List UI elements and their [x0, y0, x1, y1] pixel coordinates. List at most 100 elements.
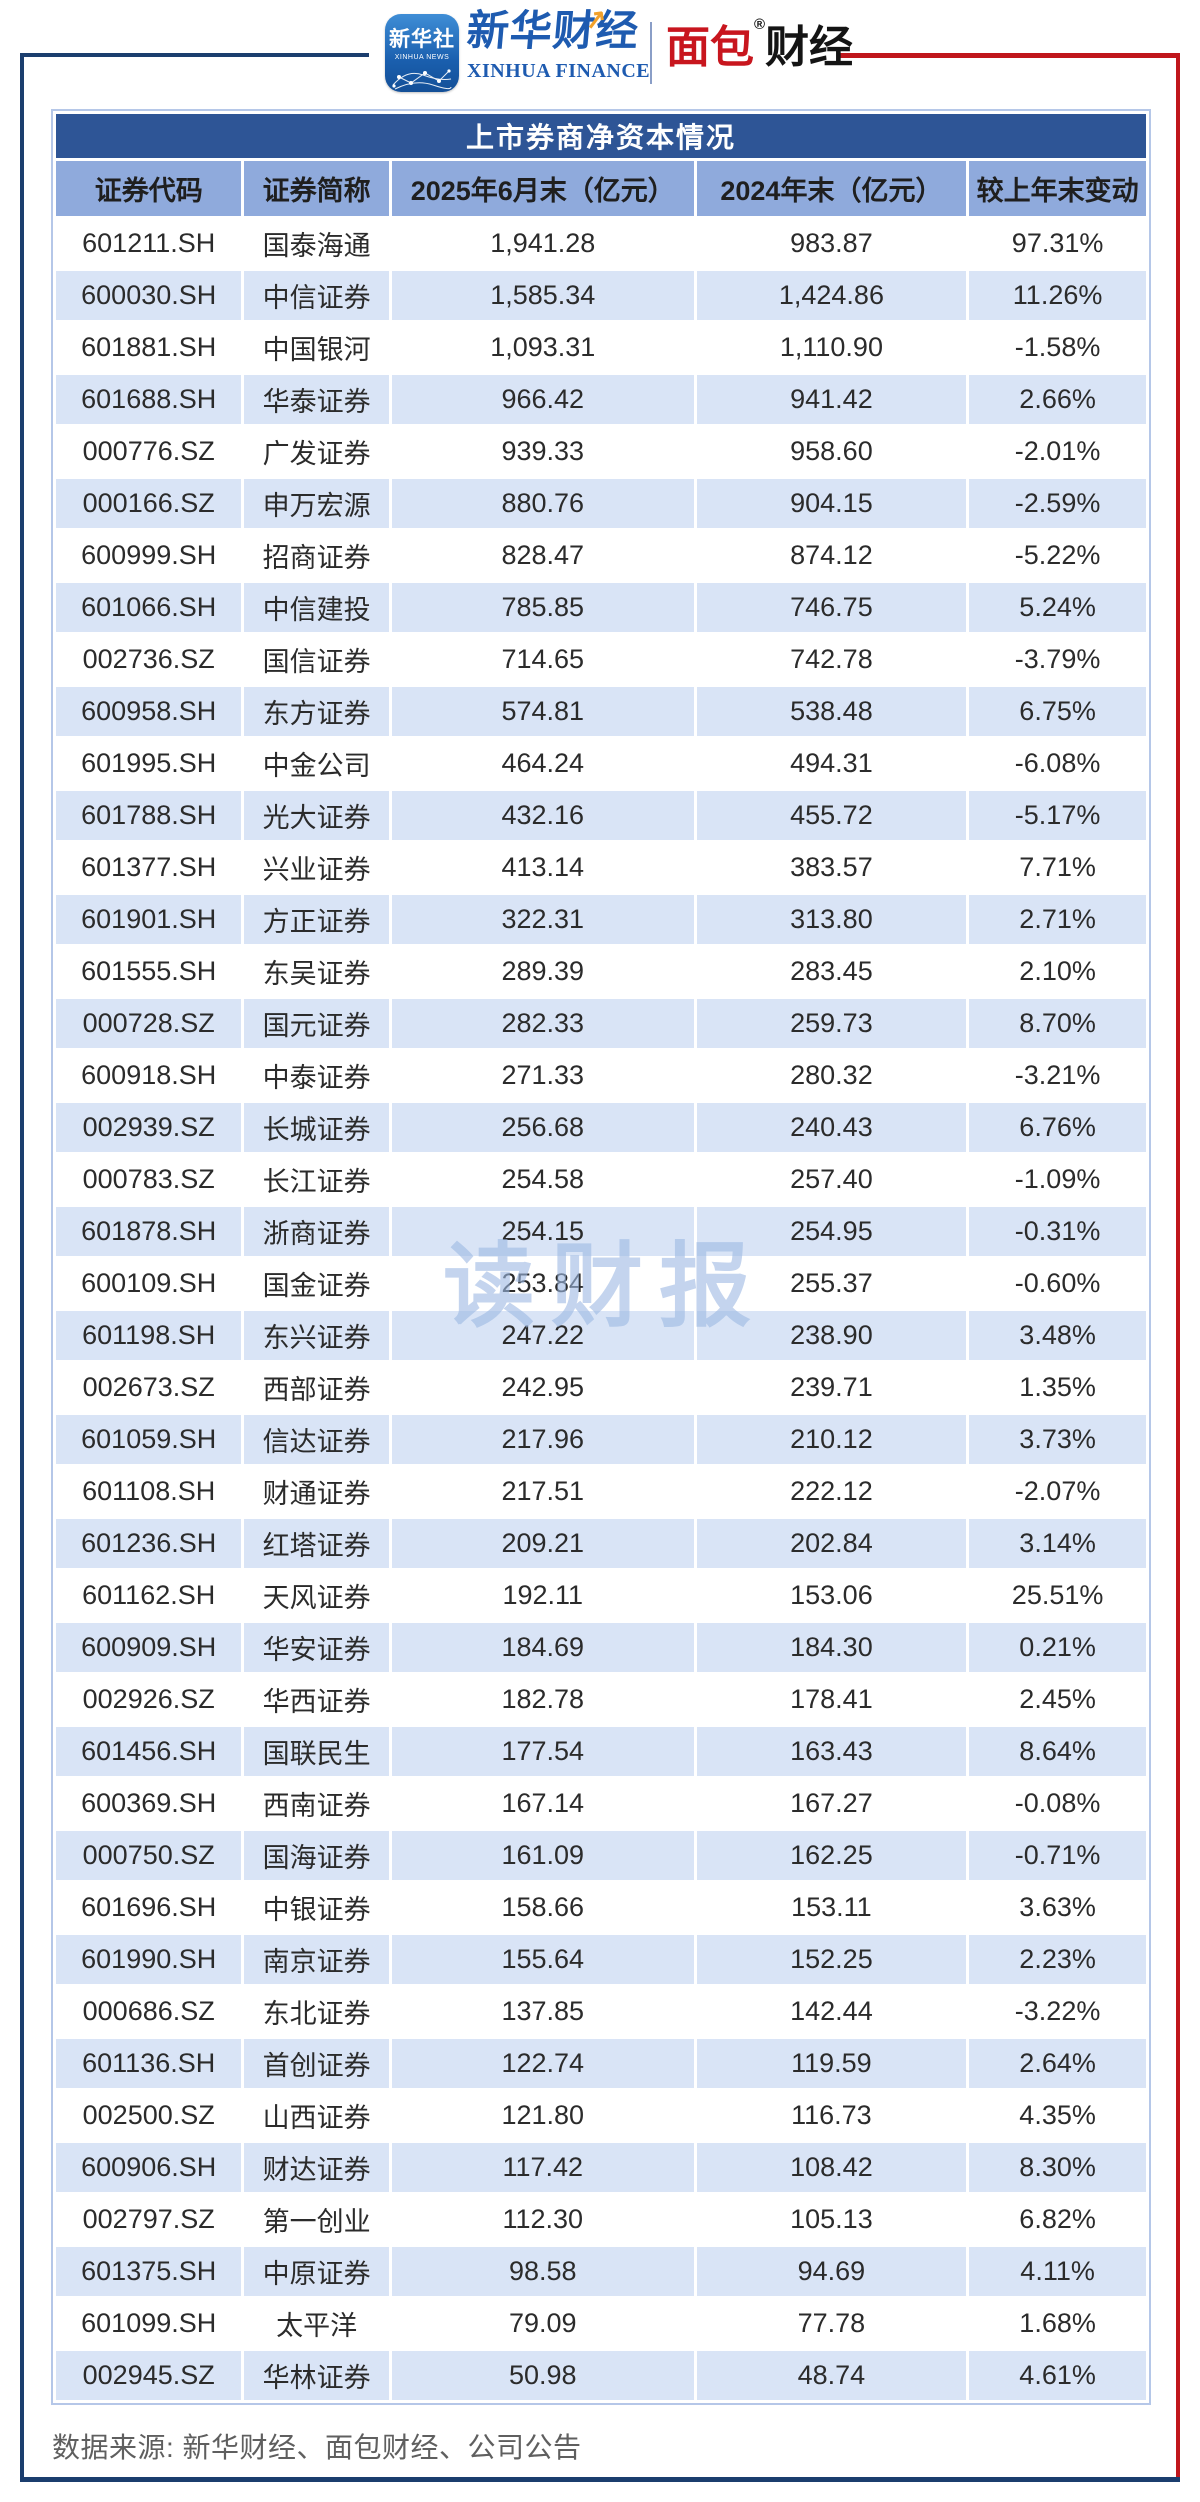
cell-dec-2024-value: 202.84 — [696, 1519, 967, 1568]
cell-change-percent: -2.07% — [969, 1467, 1146, 1516]
cell-security-name: 红塔证券 — [244, 1519, 389, 1568]
cell-change-percent: 6.75% — [969, 687, 1146, 736]
cell-security-code: 002673.SZ — [56, 1363, 242, 1412]
cell-change-percent: -5.22% — [969, 531, 1146, 580]
cell-security-code: 601198.SH — [56, 1311, 242, 1360]
cell-security-code: 600958.SH — [56, 687, 242, 736]
cell-jun-2025-value: 184.69 — [391, 1623, 694, 1672]
cell-jun-2025-value: 247.22 — [391, 1311, 694, 1360]
cell-security-name: 东吴证券 — [244, 947, 389, 996]
cell-security-code: 002736.SZ — [56, 635, 242, 684]
cell-change-percent: 8.30% — [969, 2143, 1146, 2192]
cell-security-code: 002797.SZ — [56, 2195, 242, 2244]
table-header-row: 证券代码 证券简称 2025年6月末（亿元） 2024年末（亿元） 较上年末变动 — [56, 161, 1146, 216]
cell-jun-2025-value: 254.58 — [391, 1155, 694, 1204]
cell-security-code: 601995.SH — [56, 739, 242, 788]
mianbao-finance-logo: 面包®财经 — [666, 16, 853, 75]
table-row: 600369.SH 西南证券 167.14 167.27 -0.08% — [56, 1779, 1146, 1828]
cell-security-code: 601990.SH — [56, 1935, 242, 1984]
cell-security-name: 中泰证券 — [244, 1051, 389, 1100]
cell-jun-2025-value: 785.85 — [391, 583, 694, 632]
cell-security-name: 广发证券 — [244, 427, 389, 476]
cell-dec-2024-value: 142.44 — [696, 1987, 967, 2036]
mianbao-red-text: 面包 — [666, 23, 754, 72]
cell-security-name: 华安证券 — [244, 1623, 389, 1672]
cell-jun-2025-value: 413.14 — [391, 843, 694, 892]
cell-dec-2024-value: 259.73 — [696, 999, 967, 1048]
table-row: 601236.SH 红塔证券 209.21 202.84 3.14% — [56, 1519, 1146, 1568]
cell-jun-2025-value: 242.95 — [391, 1363, 694, 1412]
network-globe-icon — [392, 69, 452, 90]
table-row: 002926.SZ 华西证券 182.78 178.41 2.45% — [56, 1675, 1146, 1724]
table-row: 601696.SH 中银证券 158.66 153.11 3.63% — [56, 1883, 1146, 1932]
cell-security-code: 600906.SH — [56, 2143, 242, 2192]
cell-change-percent: 25.51% — [969, 1571, 1146, 1620]
cell-security-code: 601375.SH — [56, 2247, 242, 2296]
table-row: 002797.SZ 第一创业 112.30 105.13 6.82% — [56, 2195, 1146, 2244]
cell-security-code: 601788.SH — [56, 791, 242, 840]
cell-dec-2024-value: 1,424.86 — [696, 271, 967, 320]
data-source-note: 数据来源: 新华财经、面包财经、公司公告 — [52, 2432, 582, 2463]
frame-top-left-line — [20, 53, 369, 57]
cell-change-percent: 2.64% — [969, 2039, 1146, 2088]
cell-dec-2024-value: 210.12 — [696, 1415, 967, 1464]
cell-security-name: 信达证券 — [244, 1415, 389, 1464]
cell-security-name: 华林证券 — [244, 2351, 389, 2400]
table-row: 601995.SH 中金公司 464.24 494.31 -6.08% — [56, 739, 1146, 788]
cell-jun-2025-value: 880.76 — [391, 479, 694, 528]
table-row: 600999.SH 招商证券 828.47 874.12 -5.22% — [56, 531, 1146, 580]
xinhua-finance-logo: 新华财经 ↗ XINHUA FINANCE — [464, 3, 657, 83]
cell-dec-2024-value: 153.11 — [696, 1883, 967, 1932]
cell-security-name: 国海证券 — [244, 1831, 389, 1880]
cell-jun-2025-value: 282.33 — [391, 999, 694, 1048]
cell-security-name: 首创证券 — [244, 2039, 389, 2088]
cell-security-name: 第一创业 — [244, 2195, 389, 2244]
cell-security-name: 财达证券 — [244, 2143, 389, 2192]
table-row: 000166.SZ 申万宏源 880.76 904.15 -2.59% — [56, 479, 1146, 528]
cell-security-name: 中金公司 — [244, 739, 389, 788]
registered-mark: ® — [754, 16, 766, 33]
cell-security-code: 000686.SZ — [56, 1987, 242, 2036]
cell-jun-2025-value: 209.21 — [391, 1519, 694, 1568]
cell-dec-2024-value: 1,110.90 — [696, 323, 967, 372]
table-row: 600030.SH 中信证券 1,585.34 1,424.86 11.26% — [56, 271, 1146, 320]
cell-dec-2024-value: 48.74 — [696, 2351, 967, 2400]
cell-dec-2024-value: 222.12 — [696, 1467, 967, 1516]
cell-security-name: 招商证券 — [244, 531, 389, 580]
cell-security-code: 000750.SZ — [56, 1831, 242, 1880]
cell-dec-2024-value: 494.31 — [696, 739, 967, 788]
logo-divider — [650, 22, 652, 84]
cell-dec-2024-value: 283.45 — [696, 947, 967, 996]
cell-dec-2024-value: 455.72 — [696, 791, 967, 840]
cell-security-name: 国泰海通 — [244, 219, 389, 268]
cell-change-percent: 97.31% — [969, 219, 1146, 268]
brand-header: 新华社 XINHUA NEWS 新华财经 ↗ XINHUA FINANCE — [0, 0, 1200, 100]
cell-change-percent: 7.71% — [969, 843, 1146, 892]
cell-jun-2025-value: 192.11 — [391, 1571, 694, 1620]
cell-security-code: 601211.SH — [56, 219, 242, 268]
cell-security-code: 002939.SZ — [56, 1103, 242, 1152]
cell-security-name: 国联民生 — [244, 1727, 389, 1776]
cell-change-percent: -2.01% — [969, 427, 1146, 476]
cell-jun-2025-value: 432.16 — [391, 791, 694, 840]
cell-dec-2024-value: 116.73 — [696, 2091, 967, 2140]
cell-dec-2024-value: 280.32 — [696, 1051, 967, 1100]
cell-change-percent: 2.66% — [969, 375, 1146, 424]
cell-security-name: 太平洋 — [244, 2299, 389, 2348]
table-row: 601788.SH 光大证券 432.16 455.72 -5.17% — [56, 791, 1146, 840]
cell-security-name: 财通证券 — [244, 1467, 389, 1516]
frame-top-right-line — [839, 53, 1180, 58]
cell-dec-2024-value: 941.42 — [696, 375, 967, 424]
cell-change-percent: 2.45% — [969, 1675, 1146, 1724]
cell-change-percent: 1.68% — [969, 2299, 1146, 2348]
cell-jun-2025-value: 182.78 — [391, 1675, 694, 1724]
table-title: 上市券商净资本情况 — [56, 114, 1146, 158]
cell-jun-2025-value: 574.81 — [391, 687, 694, 736]
xinhua-finance-cn-text: 新华财经 — [464, 7, 642, 54]
table-row: 601211.SH 国泰海通 1,941.28 983.87 97.31% — [56, 219, 1146, 268]
cell-change-percent: 4.11% — [969, 2247, 1146, 2296]
table-row: 601066.SH 中信建投 785.85 746.75 5.24% — [56, 583, 1146, 632]
cell-change-percent: 2.23% — [969, 1935, 1146, 1984]
cell-jun-2025-value: 966.42 — [391, 375, 694, 424]
cell-jun-2025-value: 289.39 — [391, 947, 694, 996]
